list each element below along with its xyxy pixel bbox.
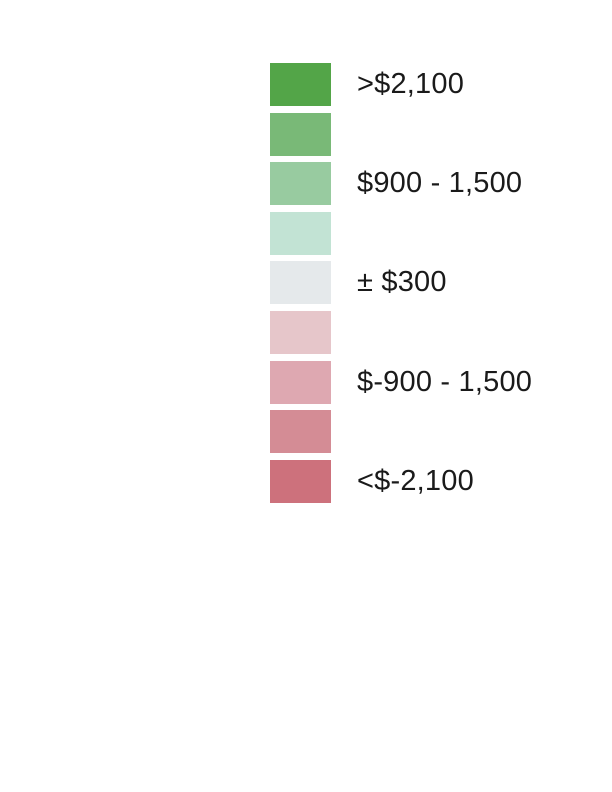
legend-row-9: <$-2,100 <box>270 459 570 503</box>
legend-row-3: $900 - 1,500 <box>270 162 570 206</box>
legend-swatch-8 <box>270 410 331 454</box>
legend-swatch-2 <box>270 112 331 156</box>
legend-swatch-3 <box>270 162 331 206</box>
legend-row-5: ± $300 <box>270 261 570 305</box>
legend-label-3: $900 - 1,500 <box>357 167 523 200</box>
legend-swatch-5 <box>270 261 331 305</box>
legend-row-6 <box>270 310 570 354</box>
legend-swatch-1 <box>270 63 331 106</box>
legend-swatch-4 <box>270 211 331 255</box>
legend-label-1: >$2,100 <box>357 68 465 100</box>
legend-swatch-9 <box>270 459 331 503</box>
legend-row-4 <box>270 211 570 255</box>
legend-label-9: <$-2,100 <box>357 464 474 497</box>
color-legend: >$2,100 $900 - 1,500 ± $300 $-900 - 1,50… <box>270 63 570 509</box>
legend-row-8 <box>270 410 570 454</box>
legend-row-1: >$2,100 <box>270 63 570 106</box>
legend-row-7: $-900 - 1,500 <box>270 360 570 404</box>
legend-row-2 <box>270 112 570 156</box>
legend-label-5: ± $300 <box>357 266 447 299</box>
legend-swatch-7 <box>270 360 331 404</box>
legend-swatch-6 <box>270 310 331 354</box>
legend-label-7: $-900 - 1,500 <box>357 365 533 398</box>
